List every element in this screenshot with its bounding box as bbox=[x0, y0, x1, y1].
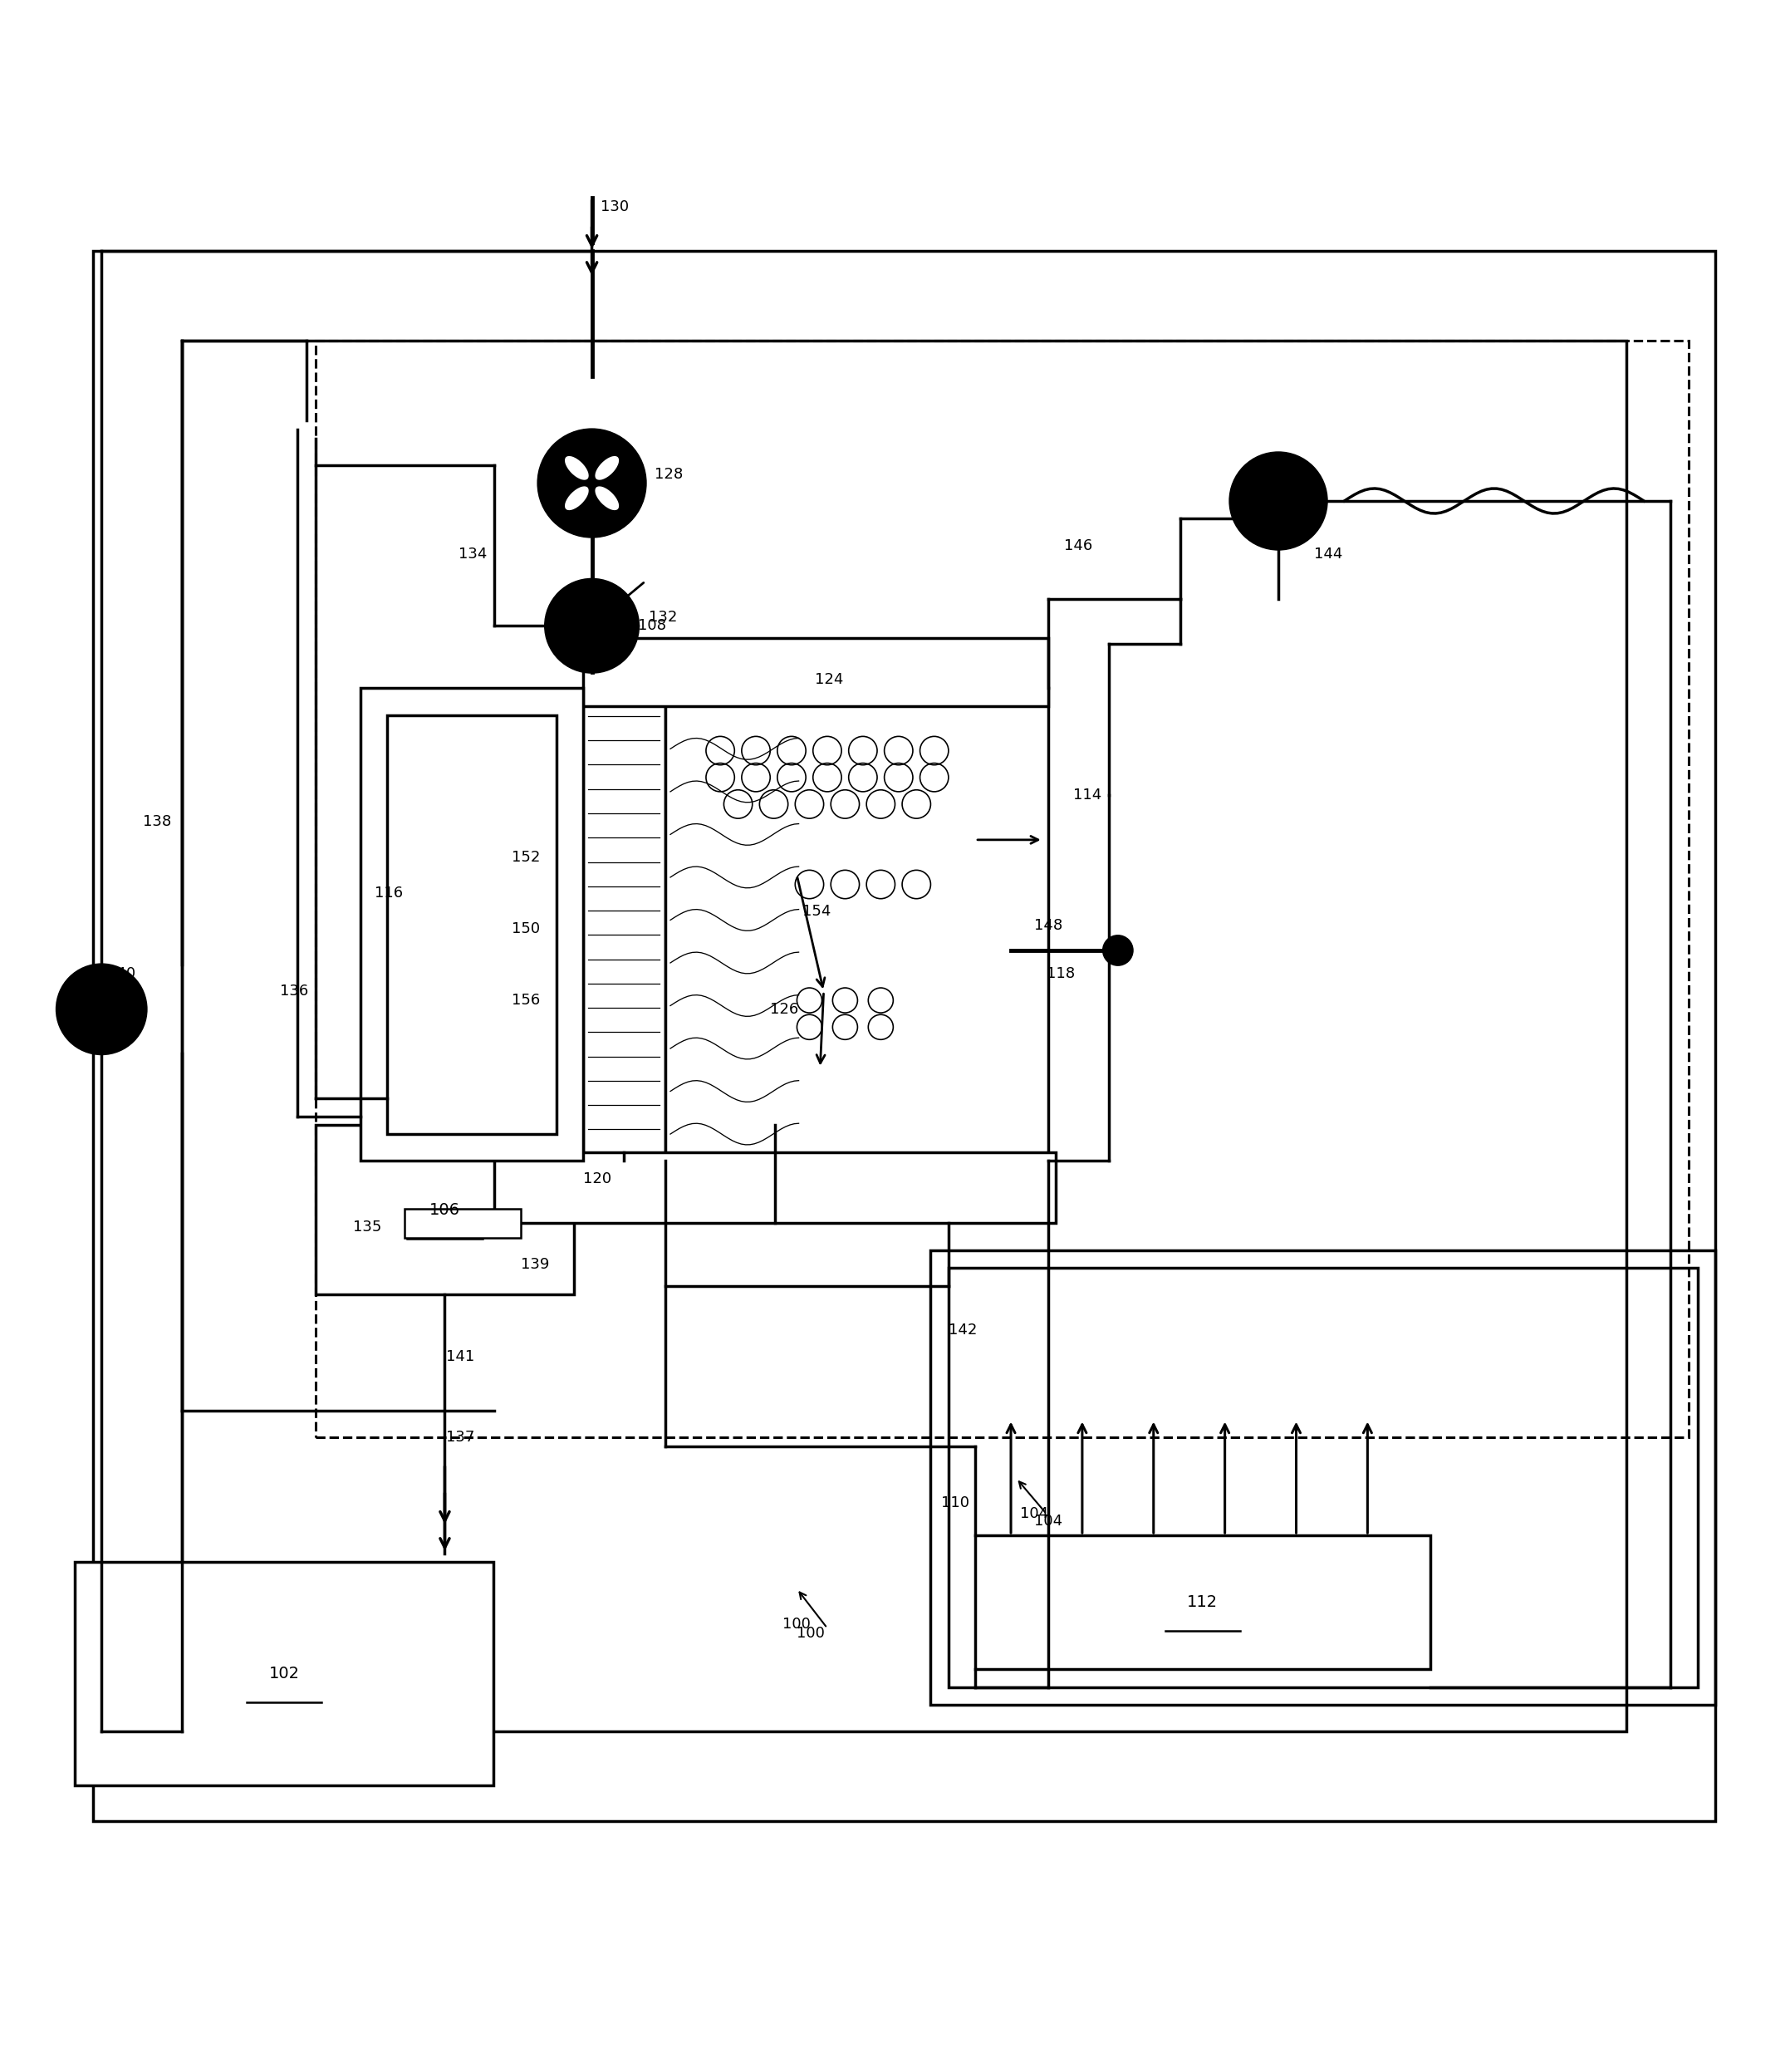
Circle shape bbox=[1230, 454, 1326, 549]
Text: 128: 128 bbox=[655, 466, 682, 481]
Bar bbox=[75, 1562, 494, 1786]
Text: 116: 116 bbox=[374, 887, 403, 901]
Text: 140: 140 bbox=[107, 966, 136, 980]
Text: 110: 110 bbox=[942, 1496, 970, 1510]
Text: 144: 144 bbox=[1314, 547, 1342, 562]
Text: 102: 102 bbox=[268, 1666, 299, 1682]
Text: 138: 138 bbox=[143, 814, 172, 829]
Text: 150: 150 bbox=[512, 922, 541, 937]
Text: 135: 135 bbox=[353, 1218, 381, 1235]
Text: 134: 134 bbox=[458, 547, 487, 562]
Text: 139: 139 bbox=[521, 1258, 550, 1272]
Bar bbox=[405, 1208, 521, 1237]
Circle shape bbox=[539, 429, 646, 537]
Bar bbox=[931, 1249, 1715, 1705]
Text: 126: 126 bbox=[770, 1001, 798, 1017]
Text: 136: 136 bbox=[279, 984, 308, 999]
Text: 141: 141 bbox=[446, 1349, 474, 1365]
Text: 120: 120 bbox=[584, 1171, 612, 1185]
Bar bbox=[183, 340, 1625, 1732]
Text: 112: 112 bbox=[1187, 1593, 1217, 1610]
Bar bbox=[949, 1268, 1697, 1687]
Text: 124: 124 bbox=[814, 671, 843, 686]
Bar bbox=[584, 638, 1049, 707]
Ellipse shape bbox=[564, 485, 589, 512]
Text: 152: 152 bbox=[512, 850, 541, 866]
Text: 104: 104 bbox=[1020, 1506, 1049, 1521]
Circle shape bbox=[57, 966, 147, 1055]
Text: P: P bbox=[1274, 493, 1283, 508]
Text: 130: 130 bbox=[601, 199, 628, 213]
Circle shape bbox=[546, 580, 639, 671]
Bar bbox=[664, 688, 1049, 1160]
Bar bbox=[360, 688, 584, 1160]
Text: 146: 146 bbox=[1065, 539, 1094, 553]
Text: V: V bbox=[97, 1003, 106, 1015]
Circle shape bbox=[1104, 937, 1131, 966]
Bar bbox=[387, 715, 557, 1133]
Text: 142: 142 bbox=[949, 1322, 977, 1339]
Bar bbox=[494, 1152, 1056, 1222]
Ellipse shape bbox=[594, 485, 619, 512]
Bar bbox=[93, 251, 1715, 1821]
Text: 132: 132 bbox=[650, 609, 677, 624]
Bar bbox=[315, 340, 1688, 1438]
Text: 118: 118 bbox=[1047, 966, 1076, 980]
Text: 104: 104 bbox=[1035, 1515, 1063, 1529]
Text: 106: 106 bbox=[430, 1202, 460, 1218]
Text: V: V bbox=[587, 617, 596, 634]
Text: 114: 114 bbox=[1074, 787, 1103, 802]
Text: 108: 108 bbox=[639, 617, 666, 634]
Text: 137: 137 bbox=[446, 1430, 474, 1444]
Bar bbox=[976, 1535, 1430, 1670]
Text: 100: 100 bbox=[782, 1616, 811, 1633]
Ellipse shape bbox=[594, 456, 619, 481]
Bar bbox=[315, 1125, 575, 1295]
Text: 148: 148 bbox=[1035, 918, 1063, 932]
Text: 156: 156 bbox=[512, 992, 541, 1007]
Text: 100: 100 bbox=[797, 1627, 825, 1641]
Ellipse shape bbox=[564, 456, 589, 481]
Bar bbox=[584, 688, 664, 1160]
Text: 154: 154 bbox=[802, 903, 831, 918]
